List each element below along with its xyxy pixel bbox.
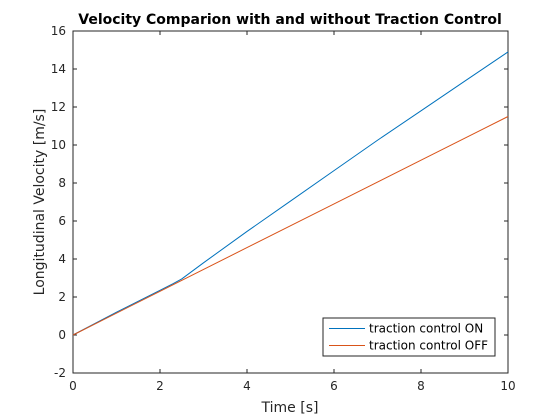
y-axis-label: Longitudinal Velocity [m/s] [32, 109, 48, 296]
y-tick-label: -2 [54, 366, 66, 380]
y-tick-label: 6 [58, 214, 66, 228]
chart-title: Velocity Comparion with and without Trac… [78, 12, 502, 28]
y-tick-label: 4 [58, 252, 66, 266]
legend-label-1: traction control ON [369, 322, 483, 336]
x-tick-label: 6 [330, 379, 338, 393]
x-tick-label: 8 [417, 379, 425, 393]
y-tick-label: 2 [58, 290, 66, 304]
x-tick-label: 4 [243, 379, 251, 393]
x-tick-label: 2 [156, 379, 164, 393]
x-axis-label: Time [s] [261, 400, 319, 416]
y-tick-label: 8 [58, 176, 66, 190]
y-tick-label: 14 [51, 62, 66, 76]
x-tick-label: 10 [500, 379, 515, 393]
legend-label-2: traction control OFF [369, 339, 488, 353]
legend: traction control ON traction control OFF [323, 318, 495, 356]
y-tick-label: 0 [58, 328, 66, 342]
y-tick-label: 10 [51, 138, 66, 152]
x-tick-label: 0 [69, 379, 77, 393]
y-tick-label: 16 [51, 24, 66, 38]
y-tick-label: 12 [51, 100, 66, 114]
